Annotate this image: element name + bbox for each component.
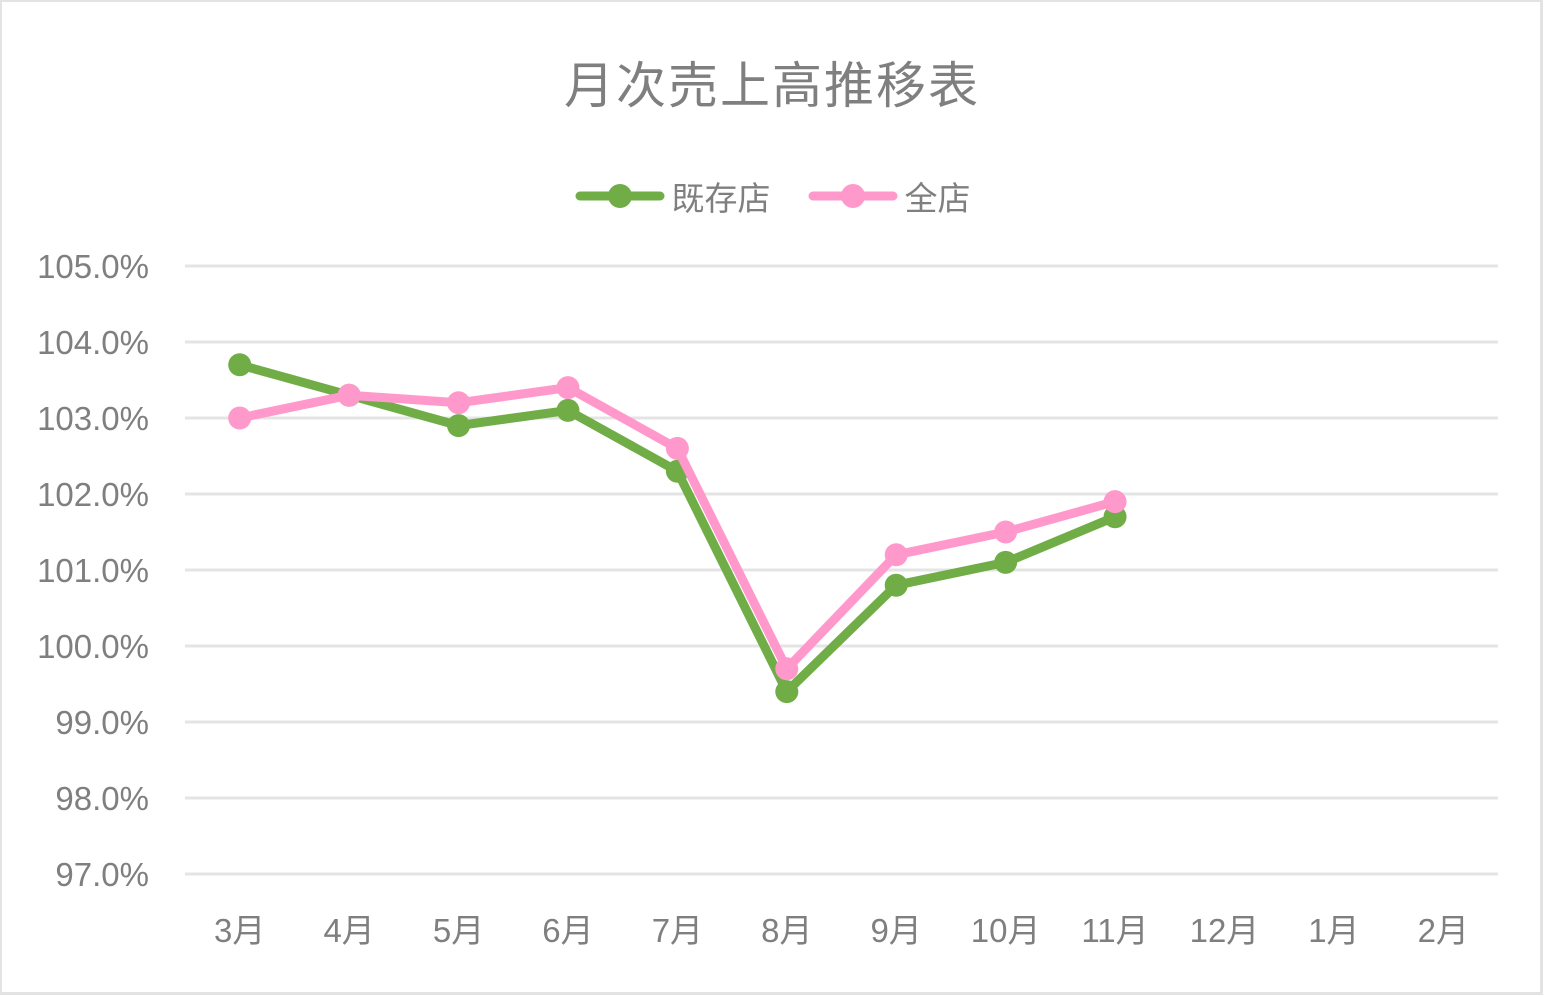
y-tick-label: 104.0%: [37, 324, 149, 361]
y-tick-label: 100.0%: [37, 628, 149, 665]
data-point[interactable]: [775, 680, 799, 704]
legend-label: 全店: [904, 179, 971, 218]
legend-label: 既存店: [671, 179, 771, 218]
data-point[interactable]: [228, 406, 252, 430]
x-tick-label: 8月: [761, 912, 812, 949]
x-tick-label: 9月: [871, 912, 922, 949]
legend-line-marker-icon: [808, 184, 897, 208]
y-tick-label: 98.0%: [55, 780, 149, 817]
y-tick-label: 103.0%: [37, 400, 149, 437]
x-tick-label: 10月: [971, 912, 1041, 949]
gridlines: [185, 264, 1498, 876]
x-tick-label: 2月: [1418, 912, 1469, 949]
x-tick-label: 7月: [652, 912, 703, 949]
x-tick-label: 5月: [433, 912, 484, 949]
x-tick-label: 1月: [1308, 912, 1359, 949]
x-tick-label: 12月: [1190, 912, 1260, 949]
data-point[interactable]: [775, 657, 799, 681]
data-point[interactable]: [556, 376, 580, 400]
data-point[interactable]: [884, 543, 908, 567]
series-existing-stores[interactable]: [228, 353, 1127, 704]
x-tick-label: 4月: [323, 912, 374, 949]
data-point[interactable]: [665, 436, 689, 460]
series-all-stores[interactable]: [228, 376, 1127, 681]
y-tick-label: 97.0%: [55, 856, 149, 893]
series-lines: [228, 353, 1127, 704]
y-tick-label: 102.0%: [37, 476, 149, 513]
data-point[interactable]: [1103, 490, 1127, 514]
x-tick-label: 6月: [542, 912, 593, 949]
y-tick-label: 101.0%: [37, 552, 149, 589]
legend-item-all-stores[interactable]: 全店: [807, 172, 971, 220]
y-tick-label: 99.0%: [55, 704, 149, 741]
data-point[interactable]: [994, 550, 1018, 574]
x-tick-label: 3月: [214, 912, 265, 949]
data-point[interactable]: [994, 520, 1018, 544]
data-point[interactable]: [556, 398, 580, 422]
data-point[interactable]: [447, 414, 471, 438]
data-point[interactable]: [337, 383, 361, 407]
x-axis-labels: 3月 4月 5月 6月 7月 8月 9月 10月 11月 12月 1月 2月: [214, 912, 1469, 949]
data-point[interactable]: [884, 573, 908, 597]
y-tick-label: 105.0%: [37, 248, 149, 285]
data-point[interactable]: [228, 353, 252, 377]
y-axis-labels: 105.0% 104.0% 103.0% 102.0% 101.0% 100.0% 99.0…: [37, 248, 149, 893]
data-point[interactable]: [447, 391, 471, 415]
legend-line-marker-icon: [575, 184, 664, 208]
chart-title: 月次売上高推移表: [564, 57, 980, 115]
x-tick-label: 11月: [1081, 912, 1148, 949]
legend-item-existing-stores[interactable]: 既存店: [574, 172, 771, 220]
legend: 既存店 全店: [0, 172, 1544, 220]
